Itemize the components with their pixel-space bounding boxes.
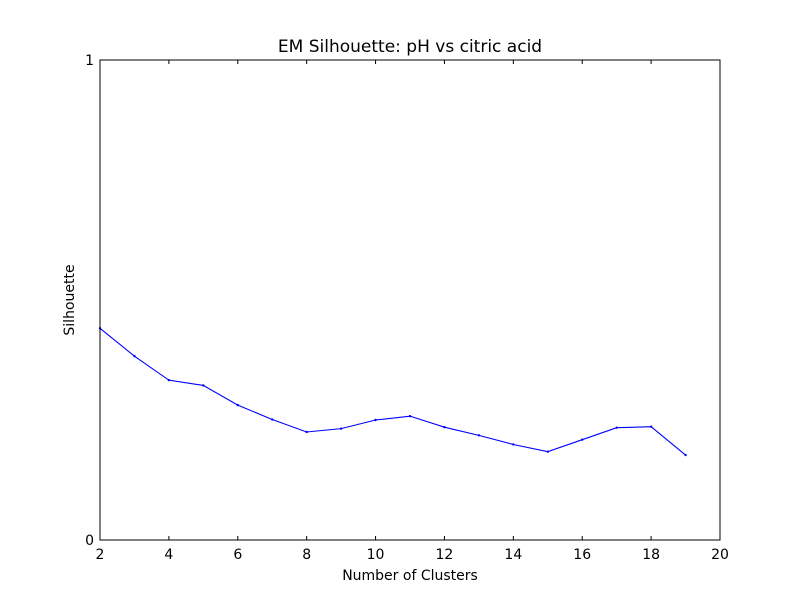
- y-tick-label: 1: [85, 53, 94, 69]
- x-tick-label: 18: [642, 547, 660, 563]
- data-point: [167, 378, 171, 382]
- data-point: [133, 354, 136, 358]
- x-tick-label: 12: [436, 547, 454, 563]
- data-point: [512, 443, 515, 446]
- data-point: [339, 427, 343, 430]
- x-tick-label: 16: [573, 547, 591, 563]
- x-axis-title: Number of Clusters: [342, 568, 478, 584]
- y-tick-label: 0: [85, 533, 94, 549]
- y-axis-title: Silhouette: [62, 264, 78, 335]
- x-tick-label: 2: [96, 547, 105, 563]
- data-point: [546, 450, 549, 453]
- plot-area: [98, 327, 687, 457]
- data-point: [236, 403, 239, 407]
- chart-title: EM Silhouette: pH vs citric acid: [278, 37, 542, 57]
- data-point: [581, 438, 584, 441]
- data-point: [408, 414, 412, 418]
- data-point: [443, 426, 446, 429]
- data-point: [374, 418, 377, 422]
- data-point: [649, 425, 653, 428]
- x-tick-label: 8: [302, 547, 311, 563]
- x-tick-label: 4: [164, 547, 173, 563]
- x-tick-label: 10: [367, 547, 385, 563]
- data-point: [202, 384, 205, 387]
- y-axis: 01: [85, 53, 720, 549]
- data-point: [477, 434, 481, 437]
- plot-frame: [99, 59, 721, 541]
- data-point: [615, 426, 618, 429]
- x-tick-label: 14: [504, 547, 522, 563]
- data-point: [271, 418, 274, 421]
- x-axis: 2 4 6 8 10 12 14 16 18 20: [96, 60, 729, 563]
- x-tick-label: 20: [711, 547, 729, 563]
- x-tick-label: 6: [233, 547, 242, 563]
- series-line: [99, 327, 686, 456]
- data-point: [684, 453, 687, 457]
- data-point: [305, 430, 308, 434]
